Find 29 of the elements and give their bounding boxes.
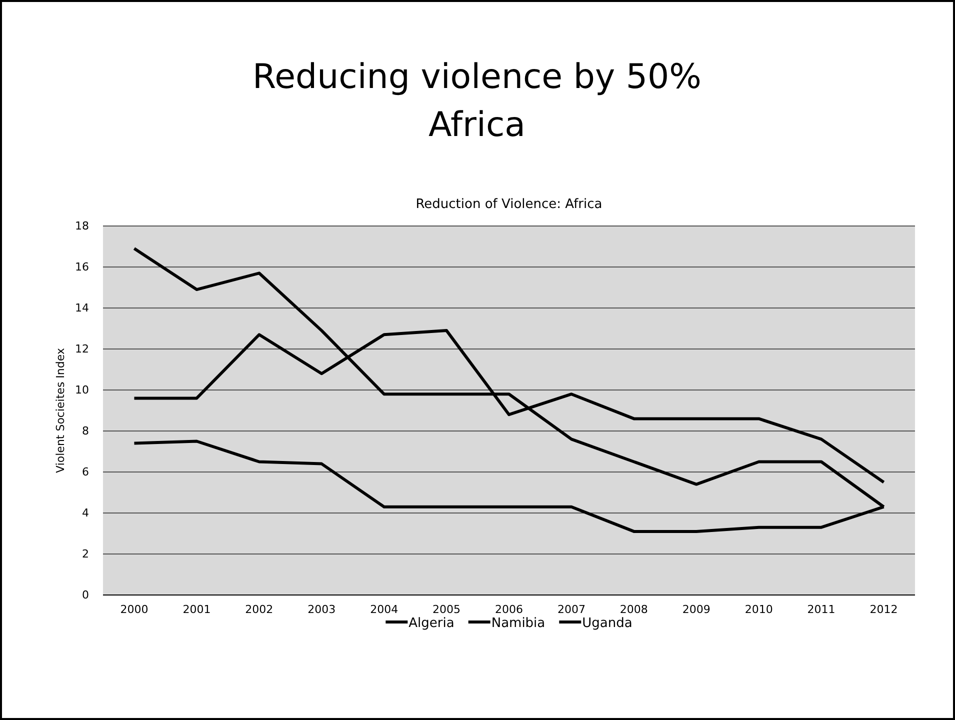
x-tick-label: 2005 bbox=[432, 602, 461, 616]
y-axis-title: Violent Socieites Index bbox=[54, 348, 67, 473]
y-tick-label: 14 bbox=[75, 302, 89, 315]
legend-label: Algeria bbox=[408, 616, 454, 631]
y-tick-label: 2 bbox=[82, 548, 89, 561]
chart-subtitle: Reduction of Violence: Africa bbox=[416, 197, 602, 212]
y-tick-label: 10 bbox=[75, 384, 89, 397]
x-tick-label: 2009 bbox=[682, 602, 710, 616]
x-tick-label: 2000 bbox=[120, 602, 148, 616]
y-tick-label: 0 bbox=[82, 588, 89, 602]
x-tick-label: 2003 bbox=[308, 602, 336, 616]
y-tick-label: 16 bbox=[75, 260, 89, 274]
x-tick-label: 2004 bbox=[370, 602, 398, 616]
y-tick-label: 18 bbox=[75, 220, 89, 233]
y-tick-label: 4 bbox=[82, 506, 89, 520]
x-tick-label: 2002 bbox=[245, 602, 274, 616]
x-tick-label: 2008 bbox=[620, 602, 648, 616]
chart-title: Reducing violence by 50% Africa bbox=[252, 57, 702, 145]
legend-label: Namibia bbox=[491, 616, 546, 631]
legend-label: Uganda bbox=[582, 616, 632, 631]
y-tick-label: 8 bbox=[82, 424, 89, 438]
y-tick-label: 6 bbox=[82, 466, 89, 479]
x-tick-label: 2006 bbox=[495, 602, 523, 616]
x-tick-label: 2001 bbox=[182, 602, 211, 616]
y-tick-label: 12 bbox=[75, 342, 89, 356]
x-tick-label: 2010 bbox=[744, 602, 773, 616]
x-tick-label: 2011 bbox=[807, 602, 836, 616]
x-tick-label: 2012 bbox=[870, 602, 898, 616]
x-tick-label: 2007 bbox=[557, 602, 586, 616]
